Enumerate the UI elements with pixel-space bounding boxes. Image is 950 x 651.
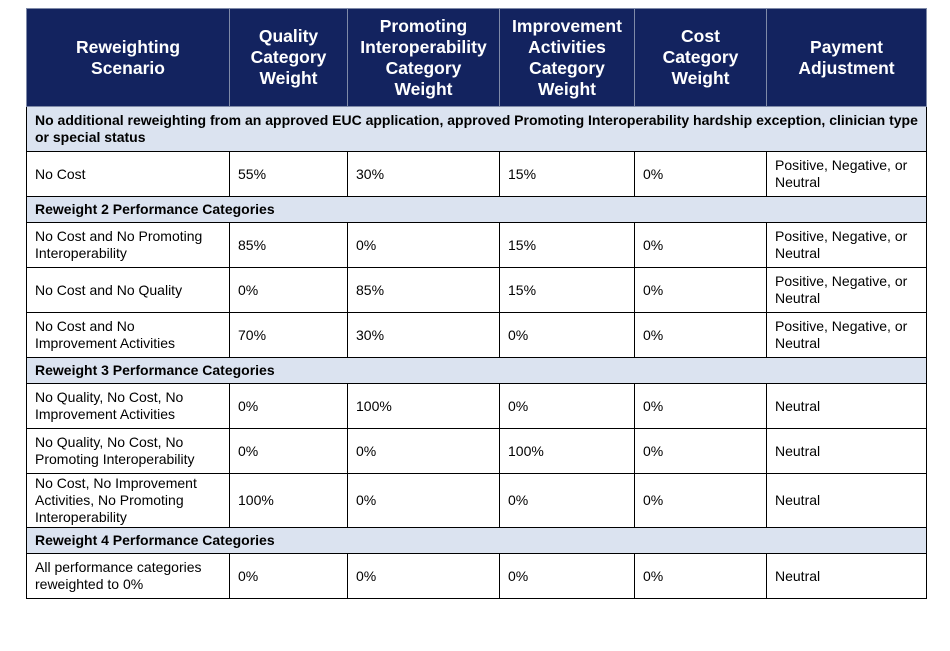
table-row: No Cost 55% 30% 15% 0% Positive, Negativ…: [26, 151, 927, 197]
scenario-cell: All performance categories reweighted to…: [26, 553, 230, 599]
cost-cell: 0%: [634, 428, 767, 474]
reweighting-table: Reweighting Scenario Quality Category We…: [26, 8, 927, 599]
section-row: Reweight 4 Performance Categories: [26, 527, 927, 554]
table-row: No Cost, No Improvement Activities, No P…: [26, 473, 927, 528]
section-title: Reweight 4 Performance Categories: [26, 527, 927, 554]
pi-cell: 100%: [347, 383, 500, 429]
header-payment-adjustment: Payment Adjustment: [766, 8, 927, 107]
payment-cell: Neutral: [766, 383, 927, 429]
quality-cell: 0%: [229, 553, 348, 599]
payment-cell: Positive, Negative, or Neutral: [766, 312, 927, 358]
section-title: No additional reweighting from an approv…: [26, 106, 927, 152]
table-row: All performance categories reweighted to…: [26, 553, 927, 599]
quality-cell: 0%: [229, 383, 348, 429]
ia-cell: 0%: [499, 383, 635, 429]
header-cost-weight: Cost Category Weight: [634, 8, 767, 107]
section-title: Reweight 2 Performance Categories: [26, 196, 927, 223]
scenario-cell: No Cost and No Quality: [26, 267, 230, 313]
ia-cell: 15%: [499, 151, 635, 197]
payment-cell: Positive, Negative, or Neutral: [766, 222, 927, 268]
scenario-cell: No Quality, No Cost, No Promoting Intero…: [26, 428, 230, 474]
pi-cell: 30%: [347, 151, 500, 197]
cost-cell: 0%: [634, 267, 767, 313]
header-improvement-activities-weight: Improvement Activities Category Weight: [499, 8, 635, 107]
cost-cell: 0%: [634, 553, 767, 599]
quality-cell: 0%: [229, 267, 348, 313]
cost-cell: 0%: [634, 473, 767, 528]
header-promoting-interoperability-weight: Promoting Interoperability Category Weig…: [347, 8, 500, 107]
payment-cell: Neutral: [766, 553, 927, 599]
header-row: Reweighting Scenario Quality Category We…: [26, 8, 927, 107]
scenario-cell: No Quality, No Cost, No Improvement Acti…: [26, 383, 230, 429]
scenario-cell: No Cost: [26, 151, 230, 197]
scenario-cell: No Cost and No Improvement Activities: [26, 312, 230, 358]
cost-cell: 0%: [634, 222, 767, 268]
quality-cell: 0%: [229, 428, 348, 474]
ia-cell: 15%: [499, 222, 635, 268]
table-row: No Cost and No Quality 0% 85% 15% 0% Pos…: [26, 267, 927, 313]
pi-cell: 30%: [347, 312, 500, 358]
pi-cell: 85%: [347, 267, 500, 313]
payment-cell: Positive, Negative, or Neutral: [766, 151, 927, 197]
pi-cell: 0%: [347, 473, 500, 528]
ia-cell: 15%: [499, 267, 635, 313]
quality-cell: 55%: [229, 151, 348, 197]
table-row: No Quality, No Cost, No Improvement Acti…: [26, 383, 927, 429]
cost-cell: 0%: [634, 383, 767, 429]
pi-cell: 0%: [347, 553, 500, 599]
ia-cell: 100%: [499, 428, 635, 474]
header-reweighting-scenario: Reweighting Scenario: [26, 8, 230, 107]
table-row: No Cost and No Promoting Interoperabilit…: [26, 222, 927, 268]
section-title: Reweight 3 Performance Categories: [26, 357, 927, 384]
payment-cell: Positive, Negative, or Neutral: [766, 267, 927, 313]
quality-cell: 85%: [229, 222, 348, 268]
cost-cell: 0%: [634, 151, 767, 197]
pi-cell: 0%: [347, 222, 500, 268]
pi-cell: 0%: [347, 428, 500, 474]
quality-cell: 70%: [229, 312, 348, 358]
section-row: No additional reweighting from an approv…: [26, 106, 927, 152]
section-row: Reweight 3 Performance Categories: [26, 357, 927, 384]
ia-cell: 0%: [499, 473, 635, 528]
quality-cell: 100%: [229, 473, 348, 528]
scenario-cell: No Cost and No Promoting Interoperabilit…: [26, 222, 230, 268]
table-row: No Quality, No Cost, No Promoting Intero…: [26, 428, 927, 474]
cost-cell: 0%: [634, 312, 767, 358]
payment-cell: Neutral: [766, 428, 927, 474]
payment-cell: Neutral: [766, 473, 927, 528]
header-quality-weight: Quality Category Weight: [229, 8, 348, 107]
section-row: Reweight 2 Performance Categories: [26, 196, 927, 223]
table-row: No Cost and No Improvement Activities 70…: [26, 312, 927, 358]
scenario-cell: No Cost, No Improvement Activities, No P…: [26, 473, 230, 528]
ia-cell: 0%: [499, 312, 635, 358]
ia-cell: 0%: [499, 553, 635, 599]
